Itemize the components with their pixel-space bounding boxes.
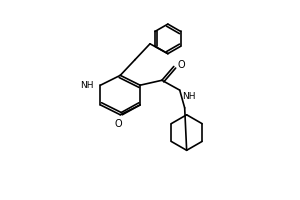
Text: O: O bbox=[115, 119, 122, 129]
Text: NH: NH bbox=[80, 81, 94, 90]
Text: NH: NH bbox=[182, 92, 195, 101]
Text: O: O bbox=[178, 60, 185, 70]
